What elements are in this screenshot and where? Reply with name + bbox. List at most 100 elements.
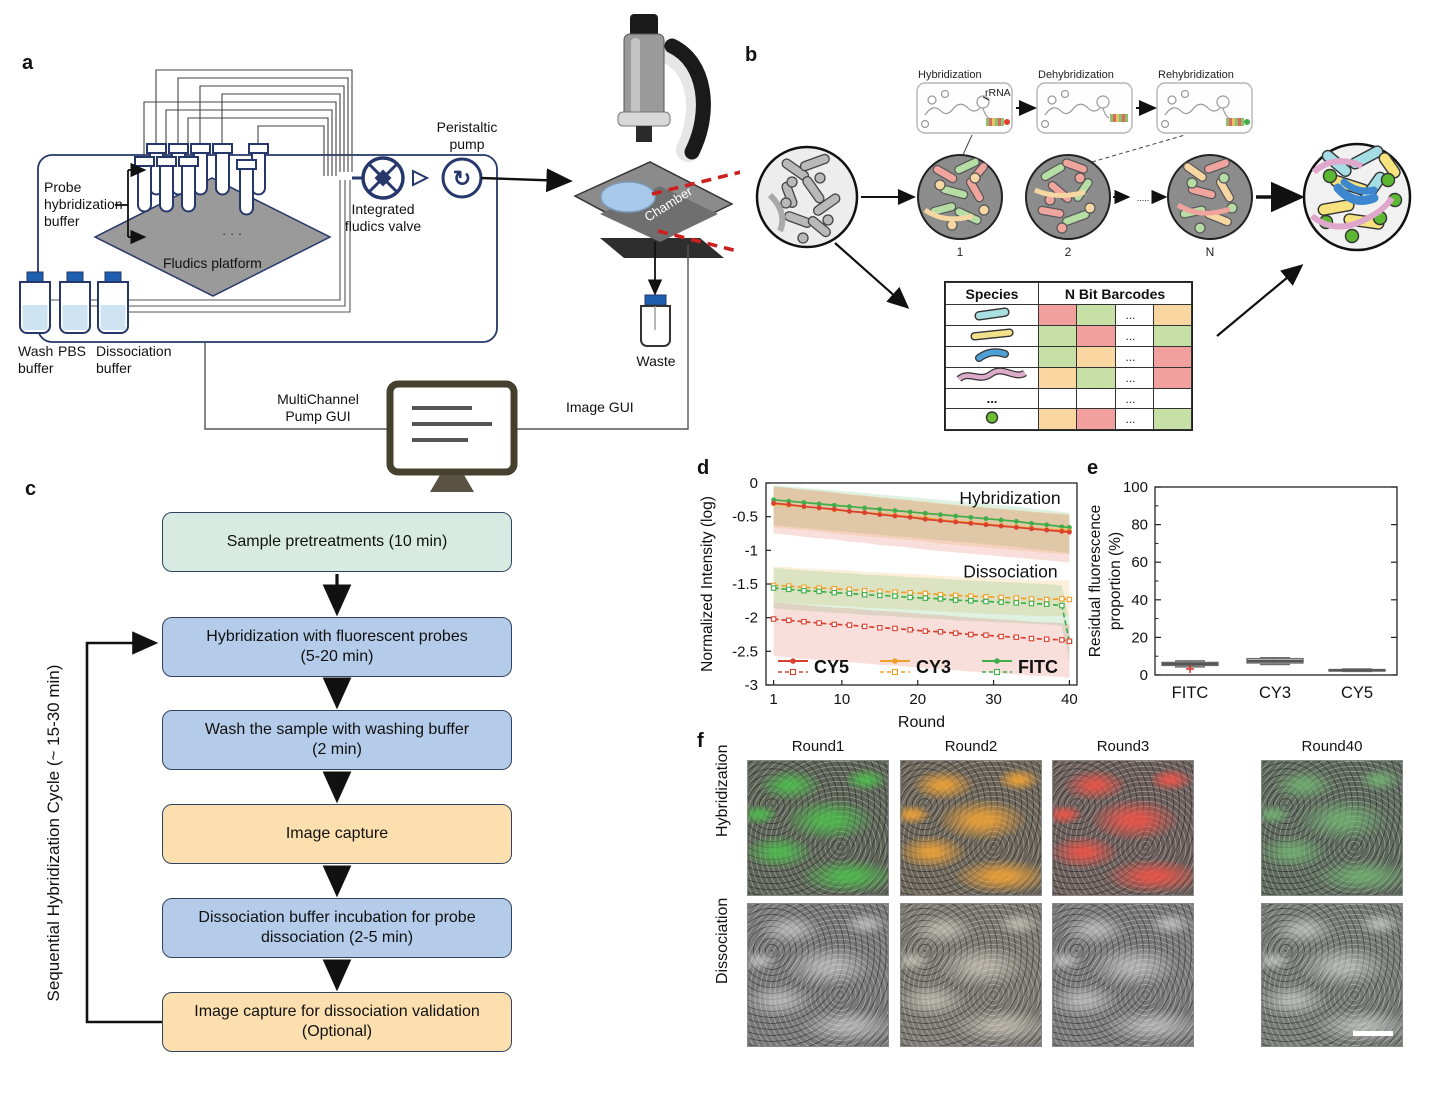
marker [922,595,929,601]
scale-bar [1353,1031,1393,1036]
column-title: Round40 [1301,738,1363,755]
marker [1059,529,1065,534]
table-row: ... [945,408,1193,430]
barcode-cell [1037,304,1078,326]
marker [937,629,944,635]
barcode-cell [1076,304,1116,326]
inset1-connector [961,134,973,158]
species-glyph-worm-pink [945,367,1039,389]
marker [786,502,792,507]
y-tick-label: 80 [1131,517,1148,534]
marker [862,505,868,511]
panel-d-letter: d [697,457,710,479]
barcode-cell [1076,388,1116,409]
marker [1066,638,1073,644]
tube-dots: · · · [222,226,242,241]
column-title: Round2 [944,738,998,755]
marker [861,592,868,598]
wash-buffer-label: Wash [18,343,53,359]
marker [786,498,792,504]
micrograph-tile [1261,760,1403,896]
round-circle-2 [1025,154,1111,240]
marker [938,512,943,518]
marker [1044,527,1050,533]
barcode-cell [1152,304,1193,326]
barcode-cell [1152,408,1193,430]
marker [968,598,974,604]
marker [998,599,1004,605]
marker [983,516,989,522]
marker [952,597,959,603]
barcode-cell [1152,346,1193,368]
panel-b-diagram: Hybridization Dehybridization Rehybridiz… [755,69,1412,337]
marker [770,616,777,622]
barcode-cell [1152,325,1193,347]
reagent-bottles [19,271,129,334]
flow-step-text2: (2 min) [312,741,362,758]
marker [1067,525,1072,530]
green-fluorophore-dot [1244,119,1250,125]
panel-b-letter: b [745,44,758,66]
marker [953,513,959,519]
table-row: ... [945,325,1193,347]
x-tick-label: 10 [834,691,851,708]
barcode-cell [1076,408,1116,430]
y-axis-label: proportion (%) [1107,532,1124,630]
marker [831,502,837,508]
micrograph-tile [747,903,889,1047]
marker [770,585,777,591]
marker [1028,600,1035,607]
marker [907,594,913,601]
marker [801,618,807,625]
marker [801,587,807,594]
flow-step-text: Sample pretreatments (10 min) [226,533,448,550]
y-axis-label: Normalized Intensity (log) [699,496,716,672]
barcode-dots: ... [1114,408,1154,430]
marker [952,630,959,636]
probe-buffer-label: Probe [44,179,82,195]
table-row: ... [945,304,1193,326]
marker [1029,521,1034,526]
marker [831,506,837,512]
y-tick-label: -1 [745,542,758,559]
inset3-connector [1091,134,1186,163]
flow-direction-icon [412,169,430,187]
cycle-label: Sequential Hybridization Cycle (~ 15-30 … [44,664,63,1002]
marker [998,517,1004,523]
annotation-hybridization: Hybridization [959,488,1060,508]
x-tick-label: 1 [769,691,777,708]
x-axis-label: Round [898,714,945,731]
valve-center [374,169,392,187]
marker [816,620,822,626]
marker [877,592,883,599]
barcode-cell [1076,325,1116,347]
micrograph-tile [900,903,1042,1047]
y-tick-label: 0 [750,475,758,492]
panel-a-letter: a [22,52,34,74]
marker [983,632,989,638]
y-tick-label: 40 [1131,592,1148,609]
marker [892,513,898,519]
micrograph-tile [1261,903,1403,1047]
marker [1029,526,1034,532]
marker [831,590,838,596]
svg-text:buffer: buffer [44,213,80,229]
barcode-cell [1037,408,1078,430]
band-CY3-hybridization [773,487,1070,555]
inset-title-rehybridization: Rehybridization [1158,69,1234,81]
waste-bottle-icon [640,294,671,347]
barcode-cell [1076,367,1116,389]
pump-label: Peristaltic [437,119,498,135]
barcode-strips [986,114,1250,126]
marker [847,504,852,509]
rrna-pointer [982,96,990,101]
pump-rotation-icon: ↻ [453,166,471,191]
marker [922,628,929,634]
column-title: Round3 [1096,738,1150,755]
band-CY3-dissociation [773,566,1070,617]
y-tick-label: -0.5 [732,509,758,526]
round-label-n: N [1206,245,1215,259]
round-label-1: 1 [957,245,964,259]
flow-step-1: Sample pretreatments (10 min) [162,512,512,572]
micrograph-tile [1052,760,1194,896]
